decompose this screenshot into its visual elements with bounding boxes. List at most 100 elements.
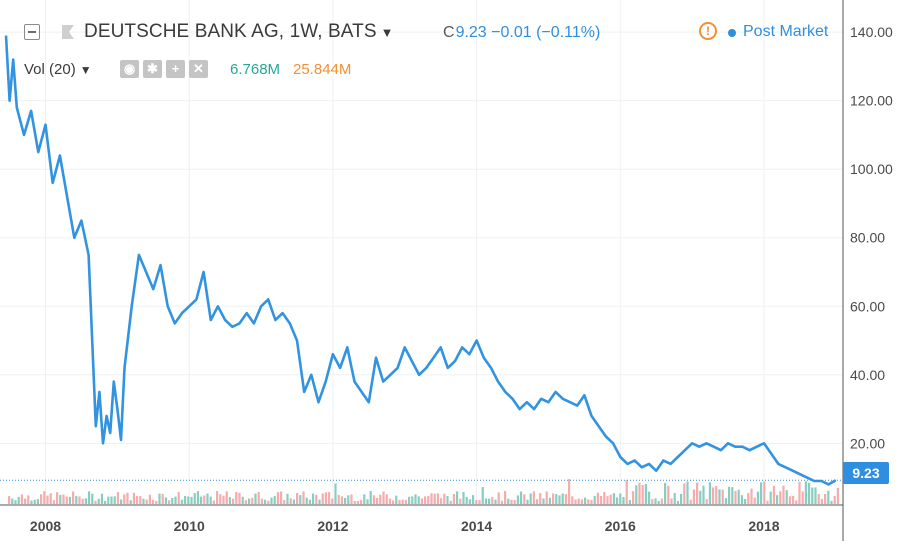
volume-bar: [753, 497, 756, 504]
volume-bar: [401, 499, 404, 504]
volume-bar: [504, 491, 507, 504]
volume-bar: [43, 491, 46, 504]
volume-bar: [798, 481, 801, 504]
symbol-title[interactable]: DEUTSCHE BANK AG, 1W, BATS ▼: [84, 21, 394, 43]
volume-bar: [468, 499, 471, 504]
volume-bar: [596, 492, 599, 504]
volume-bar: [158, 493, 161, 504]
volume-bar: [532, 491, 535, 504]
volume-bar: [580, 499, 583, 504]
volume-bar: [203, 495, 206, 504]
volume-bar: [696, 482, 699, 504]
volume-bar: [705, 499, 708, 504]
volume-bar: [33, 499, 36, 504]
volume-bar: [712, 487, 715, 504]
volume-bar: [478, 500, 481, 504]
volume-bar: [526, 499, 529, 504]
volume-bar: [465, 496, 468, 504]
volume-bar: [347, 495, 350, 504]
volume-bar: [737, 489, 740, 504]
volume-bar: [152, 499, 155, 504]
volume-bar: [180, 499, 183, 504]
volume-bar: [257, 491, 260, 504]
volume-bar: [241, 496, 244, 504]
volume-bar: [273, 496, 276, 504]
volume-bar: [507, 498, 510, 504]
volume-bar: [724, 498, 727, 504]
volume-bar: [500, 500, 503, 504]
volume-bar: [168, 500, 171, 504]
volume-indicator[interactable]: Vol (20) ▼: [24, 61, 92, 78]
volume-bar: [785, 490, 788, 504]
volume-bar: [251, 497, 254, 504]
volume-bar: [622, 497, 625, 504]
y-tick-label: 140.00: [850, 24, 893, 40]
y-tick-label: 20.00: [850, 435, 885, 451]
volume-bar: [184, 496, 187, 504]
post-market-dot-icon: [728, 29, 736, 37]
volume-bar: [292, 499, 295, 504]
post-market-label[interactable]: Post Market: [743, 23, 829, 40]
volume-bar: [232, 498, 235, 504]
volume-bar: [516, 495, 519, 504]
warning-icon[interactable]: !: [699, 22, 717, 40]
volume-bar: [673, 493, 676, 504]
volume-bar: [276, 492, 279, 504]
volume-bar: [436, 493, 439, 504]
volume-bar: [84, 498, 87, 504]
volume-bar: [488, 498, 491, 504]
volume-bar: [148, 494, 151, 504]
x-tick-label: 2014: [461, 518, 492, 534]
volume-bar: [433, 493, 436, 504]
volume-bar: [699, 490, 702, 504]
volume-bar: [680, 493, 683, 504]
volume-bar: [763, 481, 766, 504]
symbol-title-text[interactable]: DEUTSCHE BANK AG, 1W, BATS: [84, 21, 377, 42]
y-tick-label: 80.00: [850, 230, 885, 246]
eye-icon[interactable]: ◉: [120, 60, 139, 78]
volume-bar: [792, 495, 795, 504]
volume-bar: [299, 495, 302, 504]
volume-bar: [155, 500, 158, 504]
close-icon[interactable]: ✕: [189, 60, 208, 78]
volume-bar: [584, 497, 587, 504]
flag-icon[interactable]: [60, 24, 76, 40]
volume-bar: [625, 479, 628, 504]
volume-bar: [97, 498, 100, 504]
volume-bar: [190, 496, 193, 504]
volume-bar: [612, 493, 615, 504]
x-tick-label: 2012: [317, 518, 348, 534]
volume-bar: [804, 481, 807, 504]
volume-label[interactable]: Vol (20): [24, 61, 76, 78]
volume-bar: [654, 498, 657, 504]
volume-bar: [270, 497, 273, 504]
volume-bar: [430, 493, 433, 504]
volume-bar: [769, 491, 772, 504]
volume-bar: [545, 491, 548, 504]
volume-bar: [740, 495, 743, 504]
volume-bar: [676, 500, 679, 504]
volume-bar: [830, 500, 833, 504]
volume-bar: [542, 498, 545, 504]
price-change: −0.01: [491, 24, 532, 41]
volume-chevron-icon[interactable]: ▼: [79, 63, 92, 77]
volume-bar: [20, 494, 23, 504]
volume-bar: [376, 497, 379, 504]
volume-bar: [206, 493, 209, 504]
add-icon[interactable]: +: [166, 60, 185, 78]
volume-bar: [660, 498, 663, 504]
volume-bar: [449, 500, 452, 504]
dropdown-chevron-icon[interactable]: ▼: [380, 25, 394, 40]
volume-bar: [590, 500, 593, 504]
volume-bar: [123, 494, 126, 504]
volume-bar: [260, 498, 263, 504]
volume-bar: [49, 493, 52, 504]
volume-bar: [337, 494, 340, 504]
y-tick-label: 120.00: [850, 93, 893, 109]
collapse-icon[interactable]: [24, 24, 40, 40]
volume-bar: [750, 488, 753, 504]
settings-icon[interactable]: ✱: [143, 60, 162, 78]
price-quote: C9.23 −0.01 (−0.11%): [443, 24, 600, 42]
volume-bar: [459, 498, 462, 504]
